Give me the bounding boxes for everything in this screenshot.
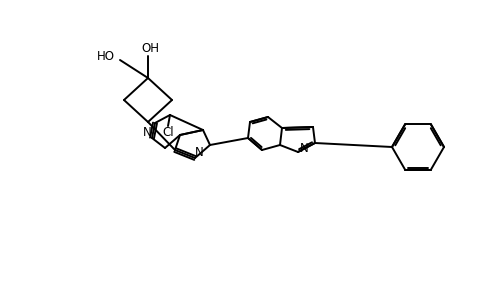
Text: HO: HO bbox=[97, 50, 115, 62]
Text: N: N bbox=[195, 146, 203, 158]
Text: Cl: Cl bbox=[162, 125, 174, 139]
Text: N: N bbox=[300, 142, 308, 154]
Text: OH: OH bbox=[141, 41, 159, 55]
Text: N: N bbox=[142, 125, 151, 139]
